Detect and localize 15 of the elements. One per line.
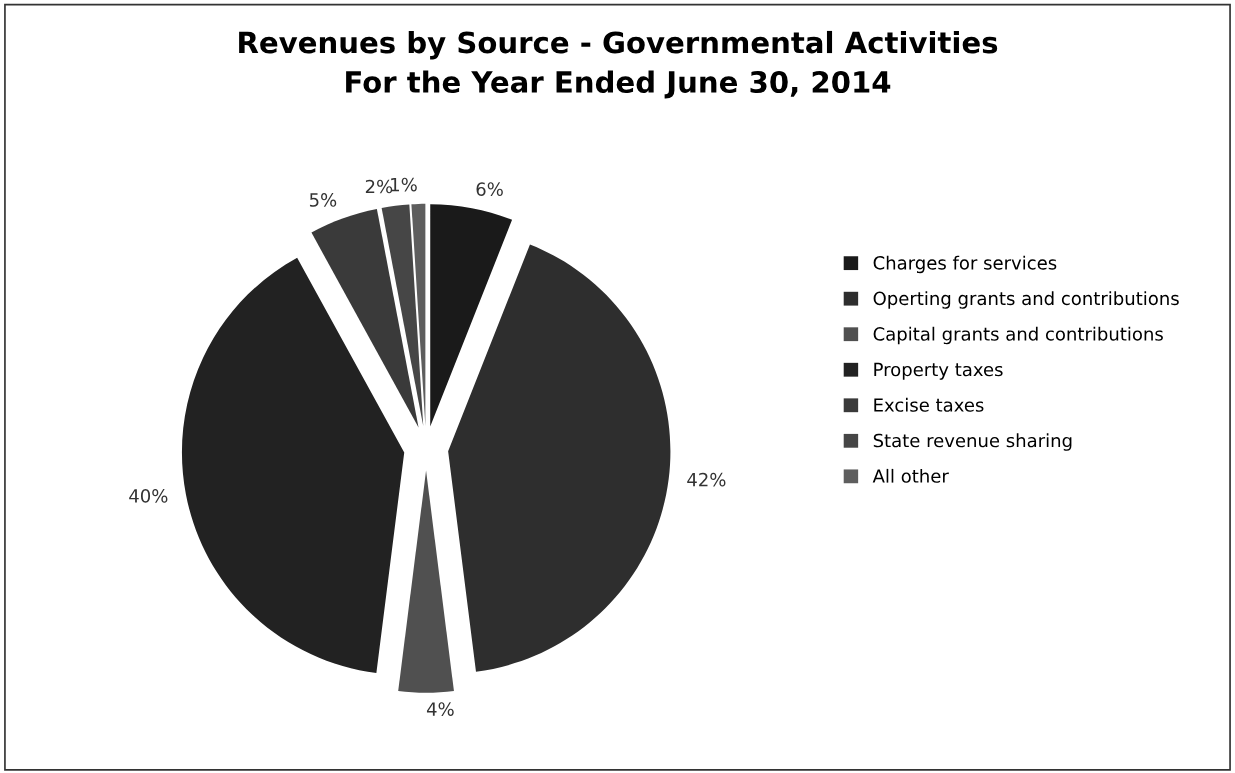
data-label: 2%: [365, 179, 393, 194]
data-label: 40%: [129, 489, 168, 503]
data-label: 6%: [476, 182, 503, 196]
legend-label: Capital grants and contributions: [873, 326, 1163, 345]
data-label: 5%: [309, 193, 337, 207]
chart-title: Revenues by Source - Governmental Activities For the Year Ended June 30, 2014: [239, 30, 998, 99]
data-label: 1%: [391, 177, 417, 192]
legend-label: Operting grants and contributions: [873, 291, 1179, 309]
legend-label: State revenue sharing: [873, 433, 1072, 451]
legend-label: Charges for services: [873, 255, 1057, 274]
legend-label: Excise taxes: [874, 397, 984, 412]
data-label: 4%: [426, 702, 454, 716]
legend-label: All other: [872, 468, 949, 483]
legend-label: Property taxes: [874, 362, 1003, 380]
data-label: 42%: [687, 472, 726, 487]
